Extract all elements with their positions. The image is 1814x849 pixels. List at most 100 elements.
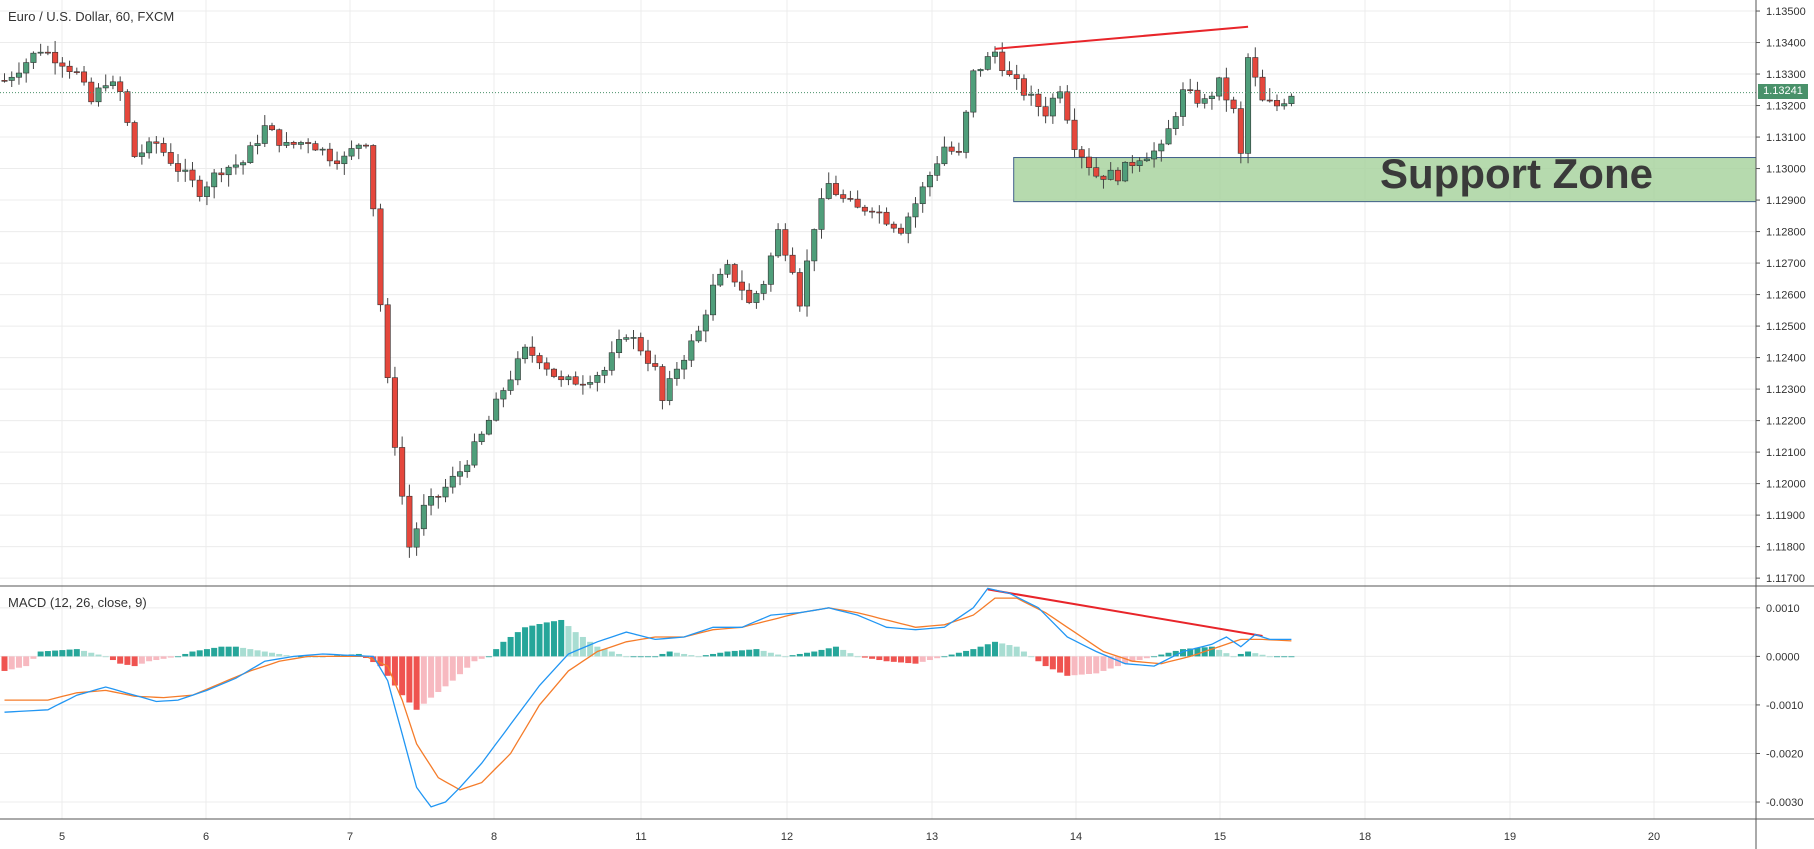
candle-body	[1288, 95, 1295, 104]
candle-body	[1, 80, 8, 82]
candle-body	[406, 495, 413, 548]
price-tick-label: 1.12400	[1766, 353, 1806, 365]
candle-body	[659, 366, 666, 401]
candle-body	[926, 174, 933, 188]
support-zone-label: Support Zone	[1380, 150, 1653, 197]
candle-body	[370, 145, 377, 210]
time-tick-label: 12	[781, 831, 793, 843]
candle-body	[362, 144, 369, 147]
candle-body	[1078, 149, 1085, 158]
candle-body	[261, 125, 268, 144]
candle-body	[1179, 89, 1186, 117]
macd-histogram-bar	[1078, 656, 1085, 675]
candle-body	[493, 398, 500, 421]
macd-histogram-bar	[1223, 653, 1230, 657]
macd-histogram-bar	[485, 656, 492, 658]
candle-body	[1006, 70, 1013, 75]
macd-lines	[4, 587, 1292, 808]
macd-histogram-bar	[630, 656, 637, 658]
trend-lines[interactable]	[987, 25, 1263, 637]
macd-histogram-bar	[572, 632, 579, 657]
candle-body	[529, 346, 536, 356]
candle-body	[218, 172, 225, 176]
candle-body	[514, 358, 521, 381]
macd-histogram-bar	[550, 621, 557, 657]
macd-histogram-bar	[681, 653, 688, 657]
candle-body	[818, 198, 825, 230]
candle-body	[1107, 169, 1114, 180]
price-tick-label: 1.11800	[1766, 542, 1805, 554]
macd-histogram-bar	[644, 656, 651, 658]
macd-histogram-bar	[818, 649, 825, 657]
macd-histogram-bar	[203, 649, 210, 657]
candle-body	[731, 264, 738, 283]
macd-histogram-bar	[934, 656, 941, 659]
macd-histogram-bar	[73, 649, 80, 657]
macd-histogram-bar	[883, 656, 890, 662]
candle-body	[269, 125, 276, 131]
candle-body	[102, 85, 109, 89]
candle-body	[673, 368, 680, 379]
candle-body	[934, 163, 941, 176]
candle-body	[861, 206, 868, 212]
candle-body	[478, 433, 485, 443]
candle-body	[276, 129, 283, 146]
candle-body	[23, 62, 30, 74]
macd-histogram-bar	[1281, 656, 1288, 658]
macd-histogram-bar	[8, 656, 15, 670]
macd-histogram-bar	[832, 646, 839, 657]
candle-body	[182, 169, 189, 172]
macd-trendline[interactable]	[987, 588, 1263, 637]
macd-histogram-bar	[138, 656, 145, 664]
candle-body	[738, 281, 745, 291]
candle-body	[1136, 160, 1143, 166]
candle-body	[232, 164, 239, 168]
candle-body	[1122, 161, 1129, 182]
price-trendline[interactable]	[994, 25, 1249, 50]
last-price-tag: 1.13241	[1758, 84, 1808, 99]
price-tick-label: 1.11900	[1766, 510, 1805, 522]
macd-histogram-bar	[673, 652, 680, 657]
candle-body	[290, 142, 297, 145]
macd-histogram-bar	[117, 656, 124, 664]
macd-histogram-bar	[211, 647, 218, 657]
macd-histogram-bar	[189, 651, 196, 657]
candle-body	[1151, 150, 1158, 160]
time-tick-label: 5	[59, 831, 65, 843]
candle-body	[500, 390, 507, 400]
candle-body	[1049, 97, 1056, 117]
candle-body	[413, 528, 420, 548]
price-tick-label: 1.12200	[1766, 416, 1806, 428]
macd-histogram-bar	[124, 656, 131, 665]
candle-body	[999, 51, 1006, 71]
macd-histogram-bar	[471, 656, 478, 662]
candle-body	[652, 363, 659, 367]
macd-histogram-bar	[261, 651, 268, 657]
macd-histogram-bar	[746, 649, 753, 657]
candle-body	[341, 155, 348, 165]
candle-body	[247, 145, 254, 163]
candle-body	[377, 208, 384, 306]
macd-histogram-bar	[182, 653, 189, 657]
candle-body	[688, 340, 695, 361]
candle-body	[1086, 156, 1093, 168]
price-tick-label: 1.13500	[1766, 6, 1806, 18]
candle-body	[319, 148, 326, 151]
candle-body	[724, 264, 731, 275]
macd-histogram-bar	[1230, 656, 1237, 658]
macd-histogram-bar	[1013, 646, 1020, 657]
macd-histogram-bar	[804, 652, 811, 657]
candle-body	[522, 346, 529, 360]
candle-body	[775, 229, 782, 257]
price-tick-label: 1.12900	[1766, 195, 1806, 207]
candle-body	[1035, 93, 1042, 107]
candle-body	[485, 419, 492, 435]
candle-body	[558, 376, 565, 381]
macd-histogram-bar	[1100, 656, 1107, 671]
candle-body	[59, 62, 66, 67]
macd-histogram-bar	[760, 650, 767, 657]
macd-histogram-bar	[95, 654, 102, 657]
macd-histogram-bar	[1006, 645, 1013, 657]
macd-histogram-bar	[109, 656, 116, 661]
